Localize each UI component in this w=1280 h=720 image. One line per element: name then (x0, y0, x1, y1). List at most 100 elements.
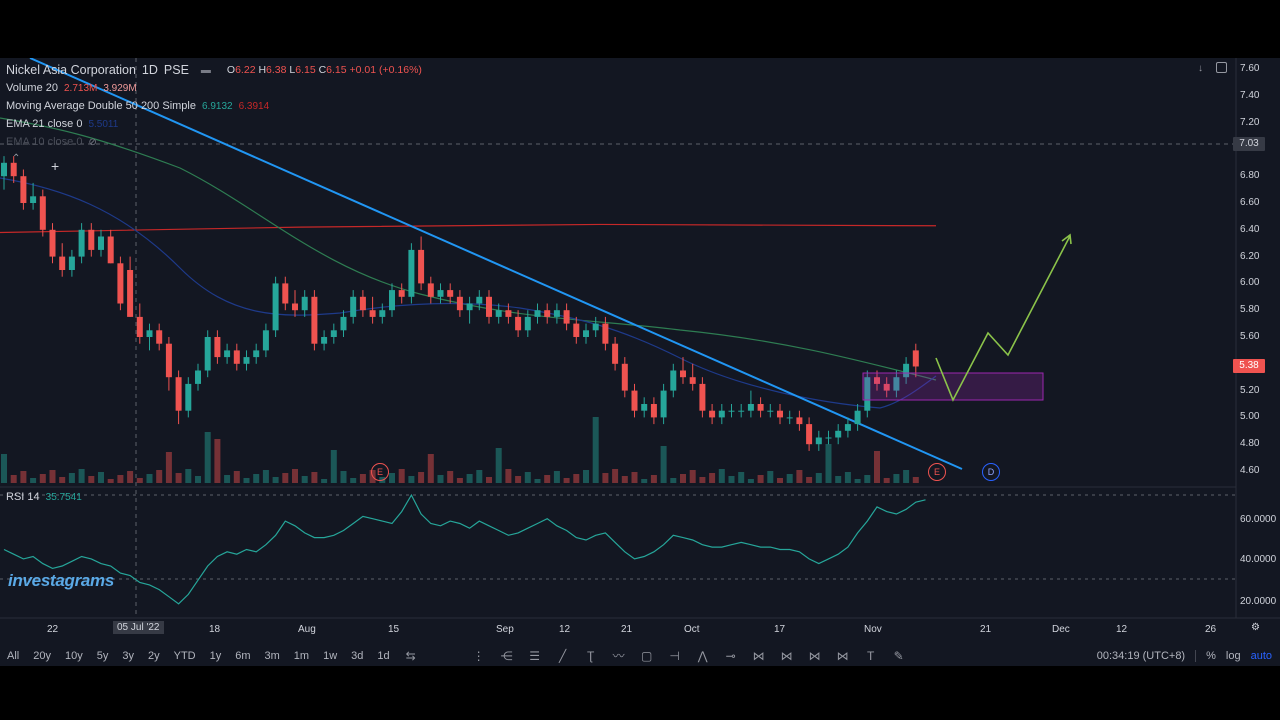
ema10-legend[interactable]: EMA 10 close 0 ⊘ (6, 136, 97, 148)
candle-body (612, 343, 619, 364)
range-button-10y[interactable]: 10y (64, 649, 83, 662)
range-button-1d[interactable]: 1d (377, 649, 390, 662)
pen-icon[interactable]: ✎ (893, 648, 904, 663)
divider (1195, 649, 1197, 662)
rsi-line (3, 493, 926, 605)
volume-bar (301, 476, 308, 483)
fullscreen-icon[interactable] (1216, 62, 1227, 73)
candle-body (175, 377, 182, 411)
candle-body (728, 410, 735, 412)
range-button-20y[interactable]: 20y (33, 649, 51, 662)
pattern4-icon[interactable]: ⋈ (836, 648, 849, 663)
volume-bar (641, 479, 648, 483)
brush-icon[interactable]: 〰 (612, 648, 625, 663)
candle-body (689, 377, 696, 384)
volume-bar (631, 472, 638, 483)
pattern-icon[interactable]: ⋈ (752, 648, 765, 663)
ray-icon[interactable]: ⊸ (725, 648, 736, 663)
percent-toggle[interactable]: % (1206, 649, 1216, 662)
ema21-legend[interactable]: EMA 21 close 0 5.5011 (6, 118, 118, 130)
volume-bar (553, 471, 560, 483)
text-cursor-icon[interactable]: Ʈ (586, 648, 595, 663)
rsi-legend[interactable]: RSI 14 35.7541 (6, 491, 82, 503)
range-button-3d[interactable]: 3d (351, 649, 364, 662)
fib-icon[interactable]: ☰ (529, 648, 541, 663)
range-button-1w[interactable]: 1w (323, 649, 338, 662)
trendline-tool-icon[interactable]: ╱ (559, 648, 567, 663)
range-button-6m[interactable]: 6m (235, 649, 251, 662)
goto-date-icon[interactable]: ⇆ (405, 648, 416, 663)
dividend-marker[interactable]: D (982, 463, 1000, 481)
hidden-eye-icon[interactable]: ⊘ (88, 136, 97, 148)
price-tick: 7.40 (1240, 89, 1260, 101)
chart-canvas[interactable] (0, 58, 1280, 666)
collapse-icon[interactable]: ▬ (200, 64, 211, 76)
range-button-all[interactable]: All (7, 649, 20, 662)
symbol-name[interactable]: Nickel Asia Corporation (6, 63, 136, 77)
volume-bar (699, 477, 706, 483)
candle-body (641, 404, 648, 411)
range-button-1y[interactable]: 1y (209, 649, 222, 662)
candle-body (544, 310, 551, 317)
rectangle-tool-icon[interactable]: ▢ (640, 648, 653, 663)
interval-label[interactable]: 1D (141, 63, 158, 77)
volume-bar (88, 476, 95, 483)
range-button-3y[interactable]: 3y (122, 649, 134, 662)
volume-bar (30, 478, 37, 483)
candle-body (592, 323, 599, 331)
price-tick: 6.60 (1240, 197, 1260, 208)
candle-body (214, 337, 221, 358)
candle-body (321, 337, 328, 344)
volume-bar (486, 477, 492, 483)
volume-bar (903, 470, 910, 483)
candle-body (486, 296, 492, 317)
settings-gear-icon[interactable]: ⚙ (1251, 622, 1260, 633)
ohlc-values: O6.22 H6.38 L6.15 C6.15 +0.01 (+0.16%) (226, 64, 422, 76)
download-icon[interactable]: ↓ (1198, 63, 1203, 74)
path-icon[interactable]: ⋀ (697, 648, 708, 663)
range-button-2y[interactable]: 2y (147, 649, 160, 662)
time-tick: 26 (1205, 624, 1217, 635)
grip-icon[interactable]: ⋮ (472, 648, 485, 663)
text-tool-icon[interactable]: T (866, 648, 875, 663)
symbol-legend: Nickel Asia Corporation 1D PSE ▬ O6.22 H… (6, 63, 422, 77)
ma-double-legend[interactable]: Moving Average Double 50 200 Simple 6.91… (6, 100, 269, 112)
legend-collapse-icon[interactable]: ⌃ (12, 153, 21, 164)
time-tick: 12 (559, 624, 571, 635)
pitchfork-icon[interactable]: ⋲ (500, 648, 513, 663)
candle-body (747, 404, 754, 411)
time-tick: Aug (298, 624, 316, 635)
clock-label[interactable]: 00:34:19 (UTC+8) (1096, 649, 1186, 662)
volume-bar (835, 476, 842, 483)
range-button-1m[interactable]: 1m (293, 649, 310, 662)
earnings-marker[interactable]: E (371, 463, 389, 481)
volume-bar (544, 475, 551, 483)
candle-body (864, 377, 871, 411)
candle-body (398, 290, 405, 297)
log-toggle[interactable]: log (1225, 649, 1241, 662)
candle-body (389, 290, 395, 311)
volume-bar (340, 471, 347, 483)
candle-body (767, 410, 774, 412)
pattern2-icon[interactable]: ⋈ (780, 648, 793, 663)
range-button-3m[interactable]: 3m (264, 649, 280, 662)
time-tick: Dec (1052, 624, 1070, 635)
volume-bar (563, 478, 570, 483)
candle-body (844, 424, 851, 431)
time-tick: Nov (864, 624, 882, 635)
volume-bar (437, 475, 444, 483)
volume-bar (59, 477, 66, 483)
volume-bar (195, 476, 201, 483)
candle-body (311, 296, 318, 344)
volume-bar (854, 479, 861, 483)
time-tick: 21 (980, 624, 992, 635)
horizontal-line-icon[interactable]: ⊣ (669, 648, 680, 663)
range-button-ytd[interactable]: YTD (173, 649, 196, 662)
candle-body (515, 316, 522, 331)
earnings-marker[interactable]: E (928, 463, 946, 481)
volume-legend[interactable]: Volume 20 2.713M 3.929M (6, 82, 137, 94)
range-button-5y[interactable]: 5y (96, 649, 109, 662)
auto-toggle[interactable]: auto (1250, 649, 1272, 662)
volume-bar (68, 473, 75, 483)
pattern3-icon[interactable]: ⋈ (808, 648, 821, 663)
